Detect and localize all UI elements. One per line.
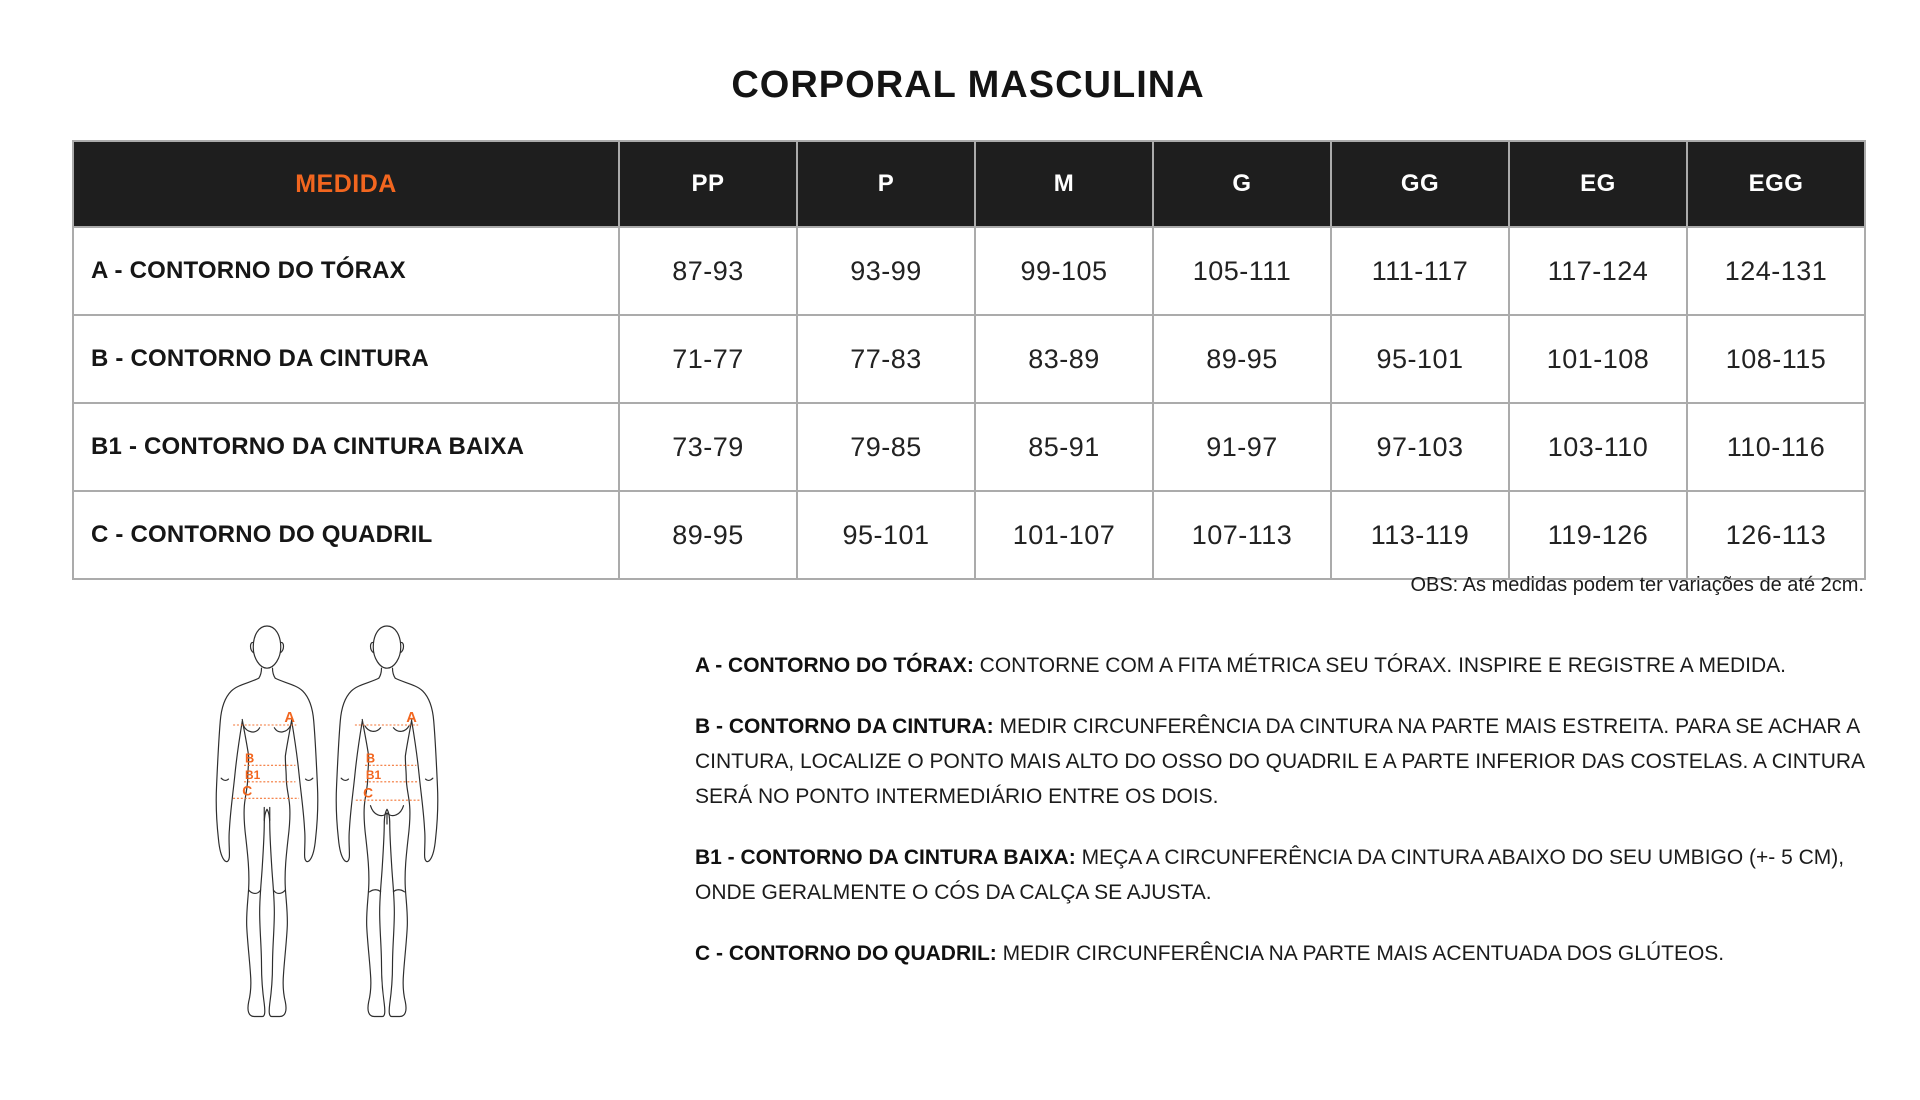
size-value: 87-93 [618, 226, 798, 316]
size-value: 117-124 [1508, 226, 1688, 316]
size-value: 93-99 [796, 226, 976, 316]
size-value: 83-89 [974, 314, 1154, 404]
body-figure-back: A B B1 C [335, 625, 439, 1018]
row-label: C - CONTORNO DO QUADRIL [72, 490, 620, 580]
size-value: 95-101 [796, 490, 976, 580]
instruction-heading: C - CONTORNO DO QUADRIL: [695, 942, 997, 965]
figure-label-b: B [245, 751, 254, 766]
table-row-cintura: B - CONTORNO DA CINTURA 71-77 77-83 83-8… [72, 314, 1866, 404]
size-value: 73-79 [618, 402, 798, 492]
table-row-quadril: C - CONTORNO DO QUADRIL 89-95 95-101 101… [72, 490, 1866, 580]
col-header-gg: GG [1330, 140, 1510, 228]
table-row-cintura-baixa: B1 - CONTORNO DA CINTURA BAIXA 73-79 79-… [72, 402, 1866, 492]
instruction-cintura: B - CONTORNO DA CINTURA: MEDIR CIRCUNFER… [695, 709, 1890, 814]
size-value: 95-101 [1330, 314, 1510, 404]
size-value: 110-116 [1686, 402, 1866, 492]
page-title: CORPORAL MASCULINA [731, 64, 1205, 106]
figure-label-b: B [366, 751, 375, 766]
row-label: A - CONTORNO DO TÓRAX [72, 226, 620, 316]
size-value: 71-77 [618, 314, 798, 404]
measurement-lines-back: A B B1 C [354, 710, 420, 801]
size-value: 99-105 [974, 226, 1154, 316]
instruction-body: MEÇA A CIRCUNFERÊNCIA DA CINTURA ABAIXO … [695, 846, 1845, 904]
instruction-body: MEDIR CIRCUNFERÊNCIA DA CINTURA NA PARTE… [695, 715, 1864, 808]
size-value: 103-110 [1508, 402, 1688, 492]
size-table: MEDIDA PP P M G GG EG EGG A - CONTORNO D… [72, 140, 1866, 580]
figure-label-b1: B1 [366, 768, 382, 782]
size-value: 108-115 [1686, 314, 1866, 404]
col-header-eg: EG [1508, 140, 1688, 228]
body-outline-front [215, 625, 319, 1018]
size-value: 126-113 [1686, 490, 1866, 580]
size-value: 101-107 [974, 490, 1154, 580]
col-header-g: G [1152, 140, 1332, 228]
size-value: 105-111 [1152, 226, 1332, 316]
instruction-heading: A - CONTORNO DO TÓRAX: [695, 654, 974, 677]
size-value: 79-85 [796, 402, 976, 492]
instruction-cintura-baixa: B1 - CONTORNO DA CINTURA BAIXA: MEÇA A C… [695, 840, 1890, 910]
tolerance-note: OBS: As medidas podem ter variações de a… [1410, 574, 1864, 596]
col-header-m: M [974, 140, 1154, 228]
size-value: 97-103 [1330, 402, 1510, 492]
col-header-egg: EGG [1686, 140, 1866, 228]
size-value: 124-131 [1686, 226, 1866, 316]
figure-label-b1: B1 [245, 768, 261, 782]
figure-label-c: C [242, 784, 252, 799]
row-label: B - CONTORNO DA CINTURA [72, 314, 620, 404]
size-value: 85-91 [974, 402, 1154, 492]
row-label: B1 - CONTORNO DA CINTURA BAIXA [72, 402, 620, 492]
table-row-torax: A - CONTORNO DO TÓRAX 87-93 93-99 99-105… [72, 226, 1866, 316]
instruction-heading: B - CONTORNO DA CINTURA: [695, 715, 994, 738]
measurement-instructions: A - CONTORNO DO TÓRAX: CONTORNE COM A FI… [695, 648, 1890, 997]
measurement-lines-front: A B B1 C [233, 710, 300, 799]
size-value: 91-97 [1152, 402, 1332, 492]
size-value: 101-108 [1508, 314, 1688, 404]
measurement-figures: A B B1 C [212, 612, 442, 1036]
instruction-body: MEDIR CIRCUNFERÊNCIA NA PARTE MAIS ACENT… [1002, 942, 1725, 965]
instruction-heading: B1 - CONTORNO DA CINTURA BAIXA: [695, 846, 1076, 869]
size-value: 113-119 [1330, 490, 1510, 580]
figure-label-a: A [284, 710, 295, 726]
size-value: 111-117 [1330, 226, 1510, 316]
size-value: 89-95 [1152, 314, 1332, 404]
size-value: 119-126 [1508, 490, 1688, 580]
size-value: 107-113 [1152, 490, 1332, 580]
body-outline-back [335, 625, 439, 1018]
col-header-pp: PP [618, 140, 798, 228]
body-figure-front: A B B1 C [215, 625, 319, 1018]
instruction-quadril: C - CONTORNO DO QUADRIL: MEDIR CIRCUNFER… [695, 936, 1890, 971]
figure-label-a: A [406, 710, 417, 726]
figure-label-c: C [363, 785, 373, 800]
col-header-p: P [796, 140, 976, 228]
instruction-torax: A - CONTORNO DO TÓRAX: CONTORNE COM A FI… [695, 648, 1890, 683]
size-value: 89-95 [618, 490, 798, 580]
col-header-medida: MEDIDA [72, 140, 620, 228]
table-header-row: MEDIDA PP P M G GG EG EGG [72, 140, 1866, 228]
size-value: 77-83 [796, 314, 976, 404]
instruction-body: CONTORNE COM A FITA MÉTRICA SEU TÓRAX. I… [979, 654, 1786, 677]
